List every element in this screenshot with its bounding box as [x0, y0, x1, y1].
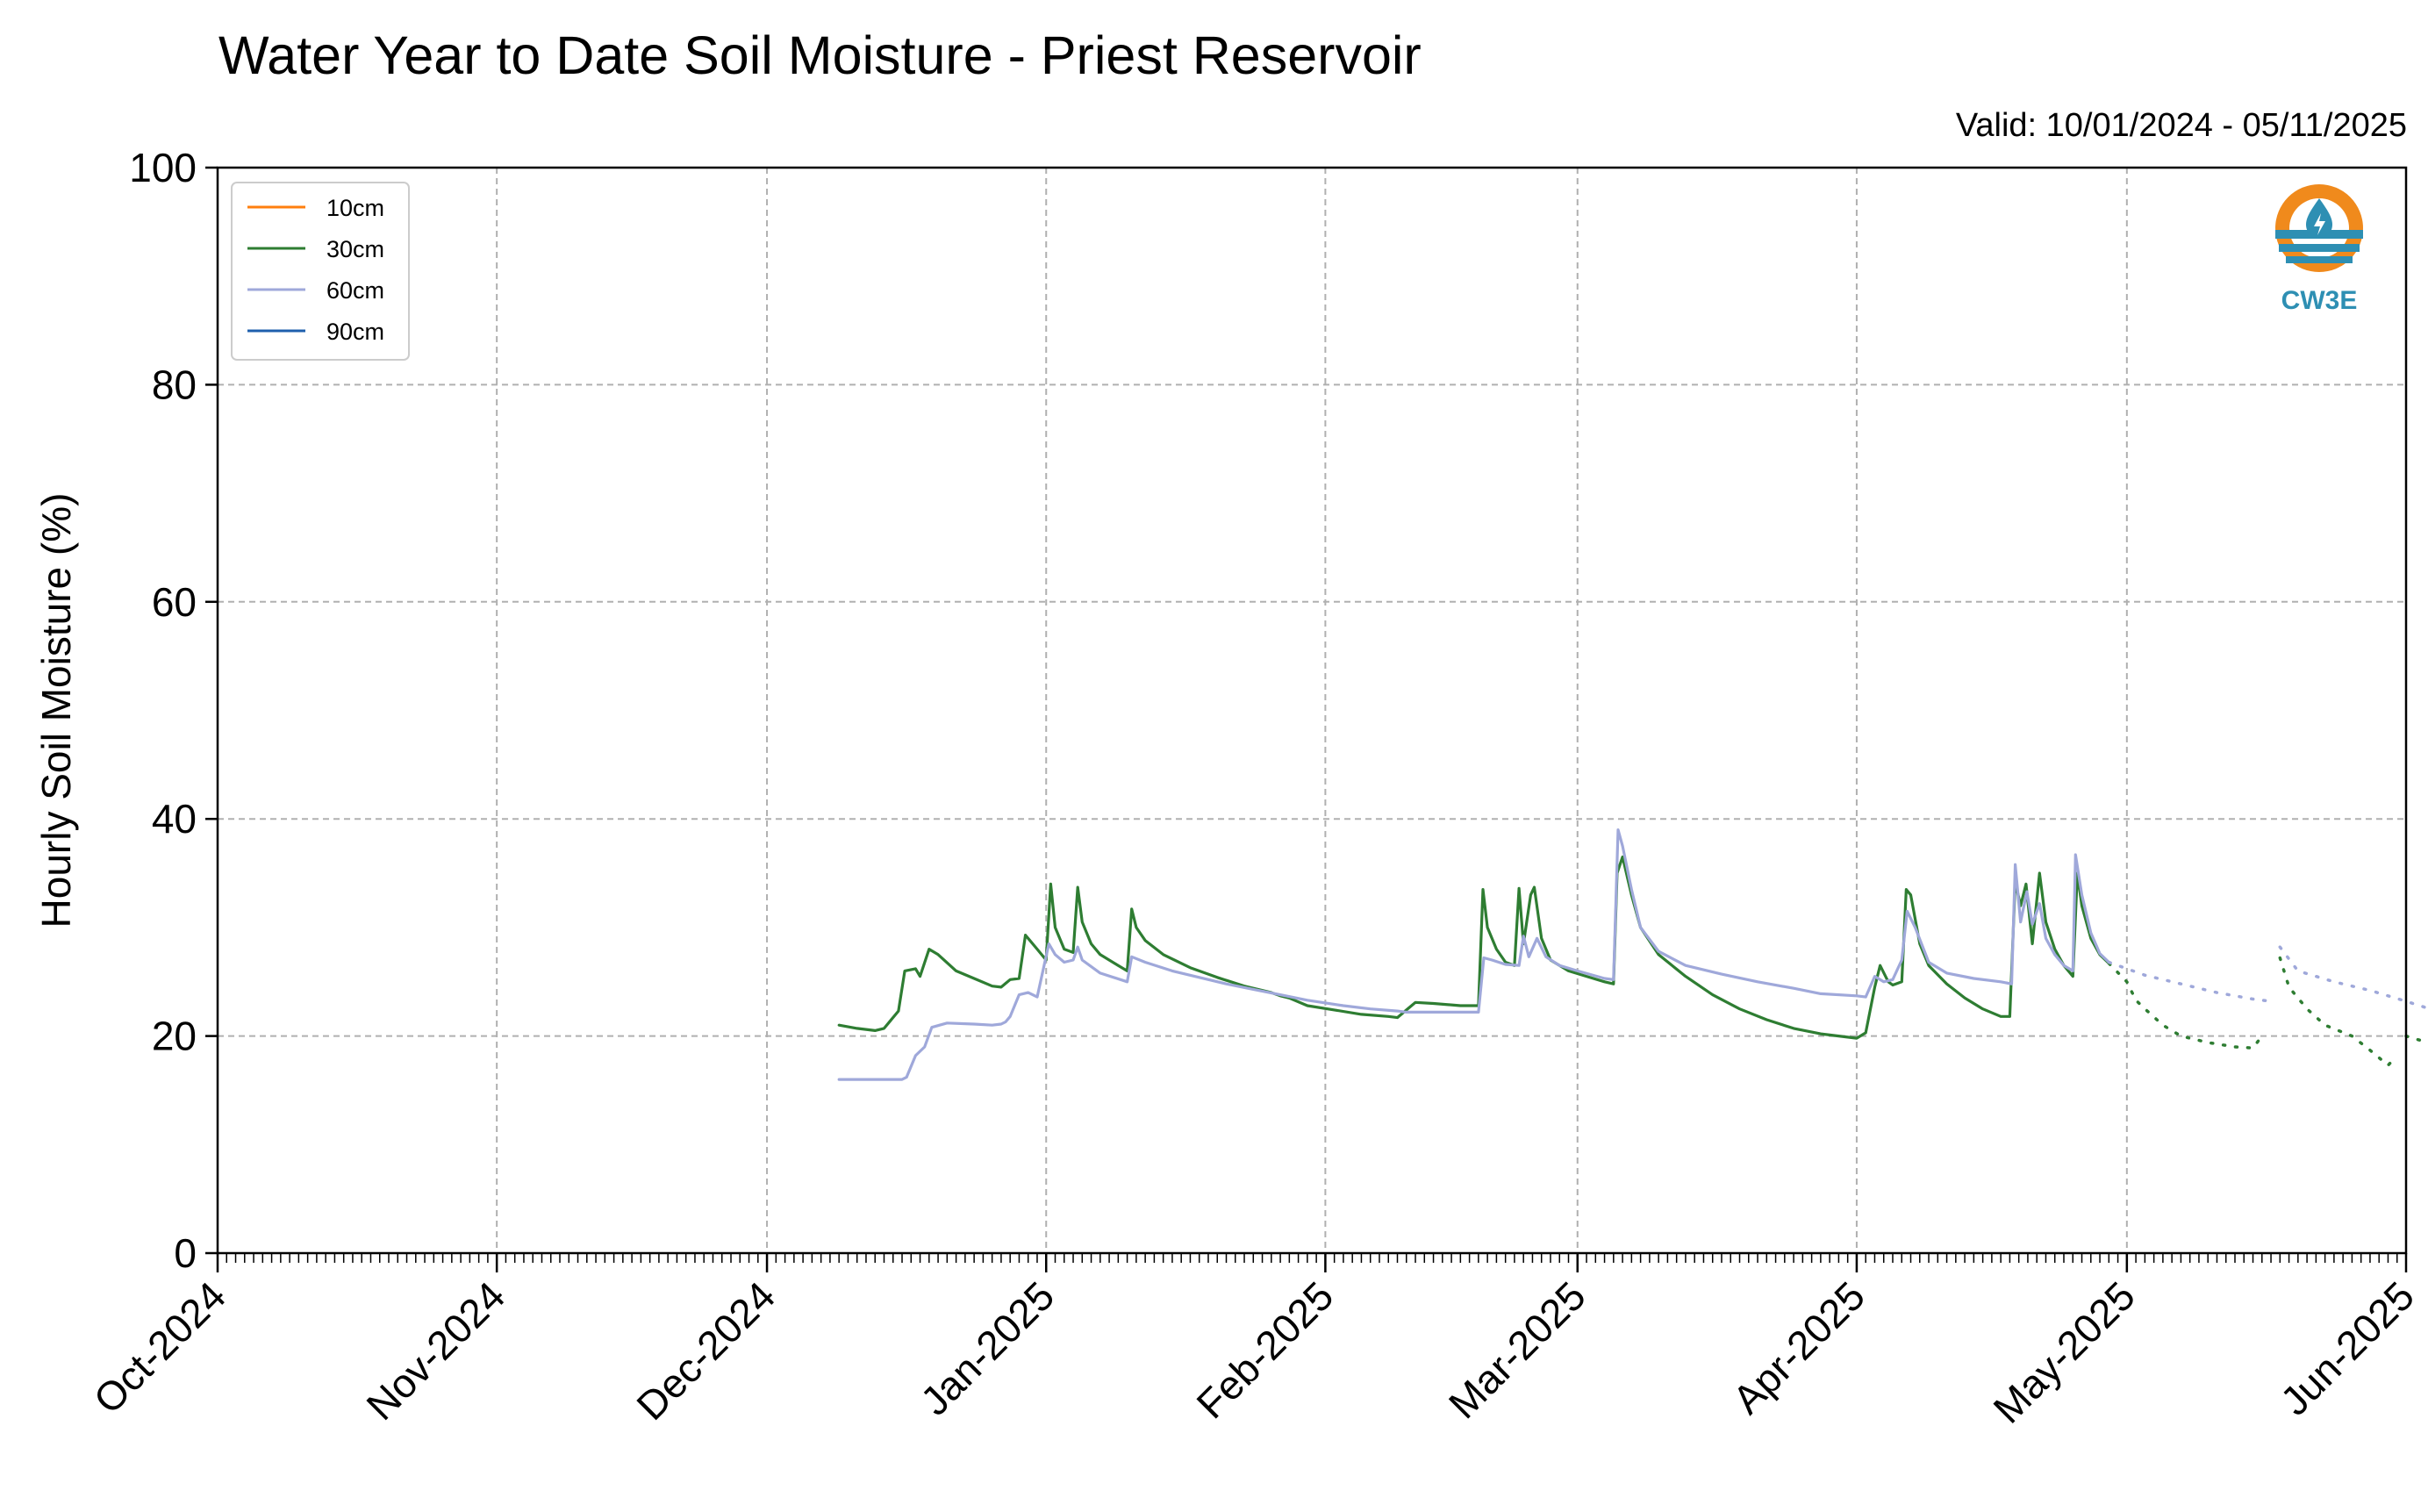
series-line-30cm [837, 855, 2110, 1040]
series-layer [837, 828, 2428, 1081]
chart-subtitle: Valid: 10/01/2024 - 05/11/2025 [1955, 107, 2407, 144]
legend-label-30cm: 30cm [326, 236, 384, 262]
series-line-30cm-dotted [2404, 1034, 2428, 1044]
chart-title: Water Year to Date Soil Moisture - Pries… [218, 25, 1422, 85]
x-tick-label: Apr-2025 [1723, 1272, 1873, 1422]
grid-layer [217, 167, 2407, 1254]
y-axis-title: Hourly Soil Moisture (%) [33, 493, 79, 928]
legend-label-90cm: 90cm [326, 319, 384, 345]
series-30cm [837, 855, 2428, 1067]
y-tick-label: 20 [152, 1014, 197, 1059]
x-tick-label: Jan-2025 [912, 1272, 1063, 1423]
x-tick-label: May-2025 [1984, 1272, 2143, 1431]
legend-label-10cm: 10cm [326, 195, 384, 221]
cw3e-logo: CW3E [2275, 184, 2363, 315]
x-tick-label: Nov-2024 [357, 1272, 513, 1429]
legend: 10cm 30cm 60cm 90cm [231, 182, 410, 361]
legend-label-60cm: 60cm [326, 277, 384, 304]
y-tick-label: 80 [152, 362, 197, 407]
y-tick-label: 100 [129, 145, 197, 190]
y-tick-label: 60 [152, 579, 197, 625]
x-tick-label: Feb-2025 [1187, 1272, 1342, 1427]
y-tick-label: 0 [174, 1230, 197, 1276]
series-line-30cm-dotted [2278, 956, 2399, 1067]
x-tick-label: Oct-2024 [85, 1272, 235, 1422]
y-tick-label: 40 [152, 796, 197, 842]
series-60cm [837, 828, 2428, 1081]
logo-text: CW3E [2281, 286, 2358, 315]
x-tick-label: Jun-2025 [2272, 1272, 2423, 1423]
plot-frame [216, 166, 2408, 1255]
series-line-60cm-dotted [2107, 960, 2273, 1003]
legend-box [231, 182, 410, 361]
series-line-60cm [837, 828, 2110, 1081]
water-drop-logo-icon [2275, 184, 2363, 272]
x-tick-label: Mar-2025 [1440, 1272, 1594, 1427]
series-line-30cm-dotted [2107, 961, 2264, 1050]
x-tick-label: Dec-2024 [627, 1272, 784, 1429]
